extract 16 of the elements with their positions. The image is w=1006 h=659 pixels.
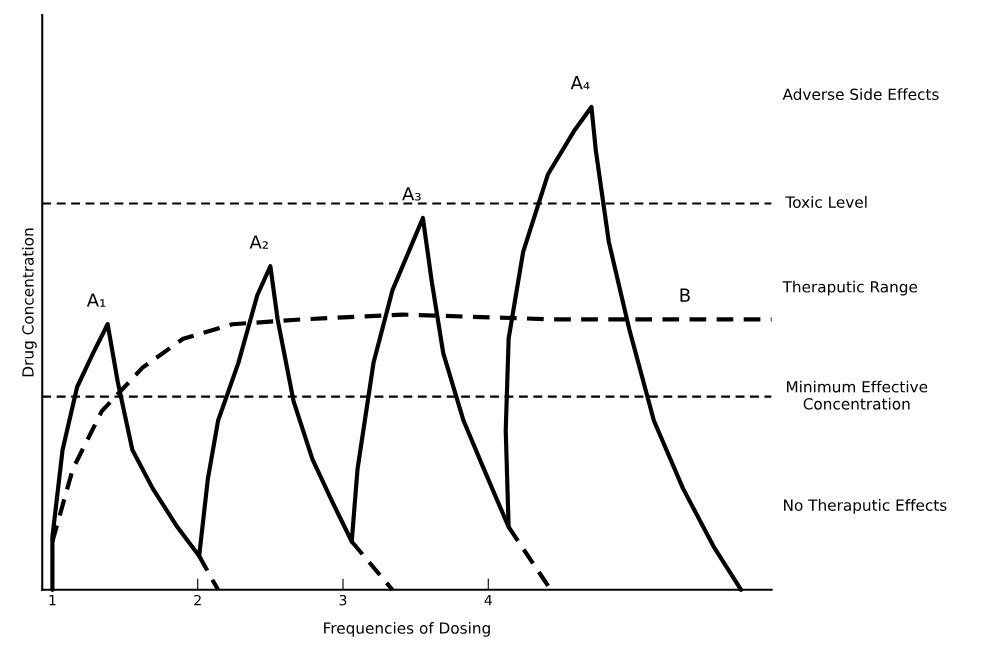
annotation: A₄ — [570, 76, 590, 90]
x-axis-title: Frequencies of Dosing — [324, 622, 490, 637]
annotation: A₃ — [402, 187, 421, 201]
ref-line-label: Toxic Level — [785, 196, 867, 208]
annotation: A₁ — [86, 293, 106, 307]
ref-line-label: Minimum Effective Concentration — [786, 380, 928, 410]
y-axis-title: Drug Concentration — [21, 228, 37, 377]
annotation: B — [680, 288, 690, 302]
x-tick-label: 3 — [339, 594, 347, 606]
text: No Theraputic Effects — [784, 499, 947, 514]
text: Theraputic Range — [782, 280, 918, 296]
text: Adverse Side Effects — [782, 88, 939, 101]
annotation: A₂ — [249, 235, 268, 249]
x-tick-label: 1 — [49, 595, 56, 606]
x-tick-label: 4 — [484, 595, 492, 606]
x-tick-label: 2 — [194, 594, 201, 606]
